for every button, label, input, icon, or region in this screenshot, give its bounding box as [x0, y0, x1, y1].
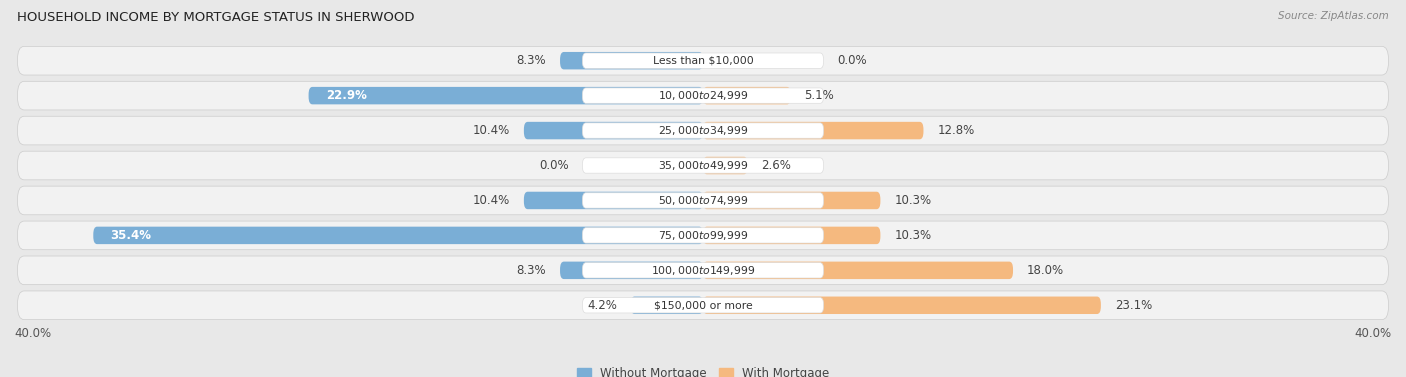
- FancyBboxPatch shape: [582, 123, 824, 138]
- FancyBboxPatch shape: [560, 52, 703, 69]
- FancyBboxPatch shape: [703, 192, 880, 209]
- FancyBboxPatch shape: [582, 53, 824, 68]
- FancyBboxPatch shape: [703, 227, 880, 244]
- FancyBboxPatch shape: [17, 116, 1389, 145]
- Text: $50,000 to $74,999: $50,000 to $74,999: [658, 194, 748, 207]
- Text: 10.3%: 10.3%: [894, 194, 931, 207]
- Text: 22.9%: 22.9%: [326, 89, 367, 102]
- Text: 10.4%: 10.4%: [472, 194, 510, 207]
- FancyBboxPatch shape: [17, 186, 1389, 215]
- FancyBboxPatch shape: [17, 151, 1389, 180]
- Text: 12.8%: 12.8%: [938, 124, 974, 137]
- FancyBboxPatch shape: [524, 122, 703, 139]
- Text: 23.1%: 23.1%: [1115, 299, 1152, 312]
- Text: 10.3%: 10.3%: [894, 229, 931, 242]
- FancyBboxPatch shape: [703, 157, 748, 174]
- Text: $100,000 to $149,999: $100,000 to $149,999: [651, 264, 755, 277]
- Text: 40.0%: 40.0%: [1355, 327, 1392, 340]
- FancyBboxPatch shape: [17, 291, 1389, 320]
- Text: HOUSEHOLD INCOME BY MORTGAGE STATUS IN SHERWOOD: HOUSEHOLD INCOME BY MORTGAGE STATUS IN S…: [17, 11, 415, 24]
- FancyBboxPatch shape: [703, 262, 1012, 279]
- FancyBboxPatch shape: [703, 122, 924, 139]
- Text: 10.4%: 10.4%: [472, 124, 510, 137]
- FancyBboxPatch shape: [308, 87, 703, 104]
- FancyBboxPatch shape: [703, 87, 790, 104]
- Text: Less than $10,000: Less than $10,000: [652, 56, 754, 66]
- Text: 8.3%: 8.3%: [516, 54, 547, 67]
- Text: 18.0%: 18.0%: [1026, 264, 1064, 277]
- Text: 4.2%: 4.2%: [588, 299, 617, 312]
- FancyBboxPatch shape: [703, 297, 1101, 314]
- FancyBboxPatch shape: [17, 256, 1389, 285]
- Text: 40.0%: 40.0%: [14, 327, 51, 340]
- FancyBboxPatch shape: [524, 192, 703, 209]
- Legend: Without Mortgage, With Mortgage: Without Mortgage, With Mortgage: [572, 363, 834, 377]
- FancyBboxPatch shape: [560, 262, 703, 279]
- Text: Source: ZipAtlas.com: Source: ZipAtlas.com: [1278, 11, 1389, 21]
- FancyBboxPatch shape: [582, 297, 824, 313]
- Text: $25,000 to $34,999: $25,000 to $34,999: [658, 124, 748, 137]
- FancyBboxPatch shape: [582, 158, 824, 173]
- FancyBboxPatch shape: [582, 263, 824, 278]
- FancyBboxPatch shape: [582, 193, 824, 208]
- Text: 0.0%: 0.0%: [538, 159, 568, 172]
- Text: $10,000 to $24,999: $10,000 to $24,999: [658, 89, 748, 102]
- Text: 2.6%: 2.6%: [762, 159, 792, 172]
- FancyBboxPatch shape: [17, 46, 1389, 75]
- FancyBboxPatch shape: [582, 88, 824, 103]
- FancyBboxPatch shape: [93, 227, 703, 244]
- FancyBboxPatch shape: [17, 221, 1389, 250]
- Text: $75,000 to $99,999: $75,000 to $99,999: [658, 229, 748, 242]
- Text: $150,000 or more: $150,000 or more: [654, 300, 752, 310]
- Text: 35.4%: 35.4%: [111, 229, 152, 242]
- Text: 0.0%: 0.0%: [838, 54, 868, 67]
- Text: 8.3%: 8.3%: [516, 264, 547, 277]
- FancyBboxPatch shape: [631, 297, 703, 314]
- FancyBboxPatch shape: [582, 228, 824, 243]
- Text: $35,000 to $49,999: $35,000 to $49,999: [658, 159, 748, 172]
- Text: 5.1%: 5.1%: [804, 89, 834, 102]
- FancyBboxPatch shape: [17, 81, 1389, 110]
